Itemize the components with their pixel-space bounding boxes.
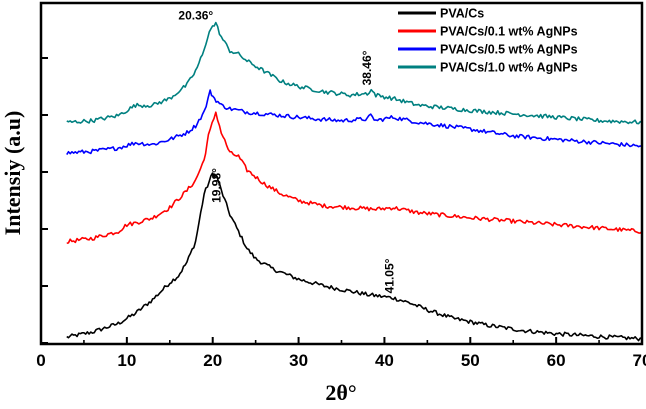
x-tick-label: 50 [461, 351, 480, 370]
legend-label: PVA/Cs/0.1 wt% AgNPs [440, 25, 578, 39]
legend-label: PVA/Cs/0.5 wt% AgNPs [440, 43, 578, 57]
y-axis-ticks [41, 57, 48, 344]
legend: PVA/Cs PVA/Cs/0.1 wt% AgNPs PVA/Cs/0.5 wt%… [398, 7, 578, 75]
x-tick-label: 30 [289, 351, 308, 370]
x-tick-label: 40 [375, 351, 394, 370]
peak-label: 19.98° [210, 168, 224, 203]
x-axis-title: 2θ° [325, 380, 356, 405]
peak-annotations: 20.36° 38.46° 19.98° 41.05° [178, 8, 396, 293]
peak-label: 38.46° [360, 50, 374, 85]
series-line-1 [66, 172, 643, 342]
series-line-2 [66, 111, 643, 245]
x-tick-label: 0 [36, 351, 45, 370]
peak-label: 20.36° [178, 8, 213, 22]
peak-label: 41.05° [382, 258, 396, 293]
series-line-4 [66, 21, 643, 125]
series-line-3 [66, 89, 643, 155]
x-tick-label: 60 [547, 351, 566, 370]
x-axis-ticks: 0 10 20 30 40 50 60 70 [36, 337, 646, 370]
plot-series-group [66, 21, 643, 342]
x-tick-label: 70 [633, 351, 646, 370]
legend-label: PVA/Cs [440, 7, 484, 21]
x-tick-label: 10 [117, 351, 136, 370]
x-tick-label: 20 [203, 351, 222, 370]
y-axis-title: Intensiy (a.u) [0, 111, 25, 236]
legend-label: PVA/Cs/1.0 wt% AgNPs [440, 61, 578, 75]
